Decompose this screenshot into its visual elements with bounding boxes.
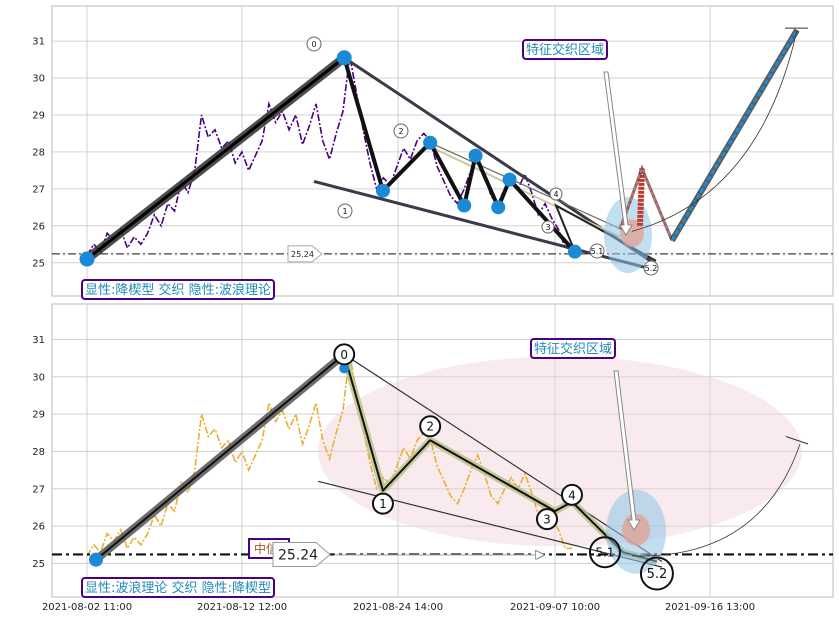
bottom-zone-label-box xyxy=(530,338,616,359)
top-hline-label: 25.24 xyxy=(291,250,314,259)
top-footer-label: 显性:降楔型 交织 隐性:波浪理论 xyxy=(85,282,271,298)
top-zigzag-node xyxy=(375,183,390,198)
top-y-tick-label: 25 xyxy=(32,258,45,269)
top-zigzag-node xyxy=(502,172,517,187)
bottom-wave-label: 0 xyxy=(340,348,348,362)
top-channel-shade xyxy=(429,145,621,238)
bottom-y-tick-label: 25 xyxy=(32,559,45,570)
bottom-start-node xyxy=(89,552,103,567)
bottom-y-tick-label: 28 xyxy=(32,447,45,458)
bottom-wave-label-circle xyxy=(419,415,442,438)
top-wave-label-circle xyxy=(337,203,353,219)
bottom-zone-ellipse-pink xyxy=(318,356,802,547)
bottom-y-tick-label: 30 xyxy=(32,372,45,383)
bottom-wave-label-circle xyxy=(371,492,394,515)
top-y-tick-label: 29 xyxy=(32,110,45,121)
bottom-wave-label: 5.2 xyxy=(647,567,668,582)
bottom-projection-arc xyxy=(631,443,801,557)
bottom-y-tick-label: 26 xyxy=(32,522,45,533)
bottom-wedge-lower-line xyxy=(317,480,663,568)
top-y-tick-label: 31 xyxy=(32,37,45,48)
bottom-wave-label-circle xyxy=(536,508,558,531)
top-zigzag-node xyxy=(79,251,95,267)
top-wave-label: 2 xyxy=(398,127,403,136)
bottom-panel: 25 26 27 28 29 30 31 0 1 2 3 4 5.1 5.2 中信 25.24 特征交织区域显性… xyxy=(32,303,834,613)
top-wave-label-circle xyxy=(306,36,322,52)
bottom-middle-label: 中信 xyxy=(254,541,278,556)
bottom-y-tick-label: 29 xyxy=(32,410,45,421)
top-zigzag-node xyxy=(457,198,472,213)
top-y-tick-label: 28 xyxy=(32,147,45,158)
top-wave-label-circle xyxy=(549,187,563,201)
top-wave-label: 5.2 xyxy=(645,264,658,273)
x-tick-label: 2021-08-24 14:00 xyxy=(353,602,443,613)
top-panel: 25 26 27 28 29 30 31 25.24 0 1 2 3 4 5.1 5.2 特征交织区域显性:降… xyxy=(32,5,834,300)
top-zone-label: 特征交织区域 xyxy=(526,42,604,58)
top-wave-label: 4 xyxy=(553,190,558,199)
bottom-impulse-leg-core xyxy=(95,353,345,561)
bottom-y-tick-label: 27 xyxy=(32,484,45,495)
bottom-wave-label-circle xyxy=(333,343,356,366)
top-projection-down xyxy=(637,168,645,226)
bottom-projection-cap xyxy=(785,436,809,445)
top-projection-arc xyxy=(631,29,798,232)
top-wave-label: 3 xyxy=(545,223,550,232)
bottom-zone-arrow xyxy=(613,370,641,531)
bottom-y-tick-label: 31 xyxy=(32,335,45,346)
top-y-tick-label: 26 xyxy=(32,221,45,232)
top-hline-value-box xyxy=(287,245,323,263)
top-impulse-leg-core xyxy=(86,56,346,261)
bottom-wave-label: 5.1 xyxy=(595,546,614,560)
bottom-wave-label: 2 xyxy=(426,420,434,434)
x-tick-label: 2021-09-07 10:00 xyxy=(510,602,600,613)
bottom-wave-label: 1 xyxy=(379,497,387,511)
top-wave-label-circle xyxy=(541,220,555,234)
x-tick-label: 2021-08-12 12:00 xyxy=(197,602,287,613)
x-tick-label: 2021-09-16 13:00 xyxy=(665,602,755,613)
bottom-hline-value-box xyxy=(272,541,331,567)
bottom-zone-label: 特征交织区域 xyxy=(534,341,612,357)
top-zigzag-node xyxy=(468,148,483,163)
bottom-footer-label: 显性:波浪理论 交织 隐性:降楔型 xyxy=(85,580,271,596)
bottom-wave-label: 3 xyxy=(543,513,551,527)
bottom-hline-label: 25.24 xyxy=(278,547,318,563)
top-wave-label-circle xyxy=(393,123,409,139)
bottom-wave-label-circle xyxy=(560,483,583,506)
top-zigzag-node xyxy=(491,200,506,215)
top-wave-label: 5.1 xyxy=(591,247,604,256)
top-zigzag-node-end xyxy=(569,246,581,258)
x-tick-label: 2021-08-02 11:00 xyxy=(42,602,132,613)
top-zone-label-box xyxy=(522,39,608,60)
top-y-tick-label: 27 xyxy=(32,184,45,195)
bottom-wave-label-circle xyxy=(639,556,674,591)
top-zigzag-node xyxy=(423,135,438,150)
top-y-tick-label: 30 xyxy=(32,74,45,85)
top-plot-area xyxy=(51,5,834,297)
top-footer-label-box xyxy=(81,279,275,300)
top-wave-label-circle xyxy=(589,243,605,259)
top-zigzag-node xyxy=(336,50,352,66)
top-projection-down-dash xyxy=(619,165,673,241)
top-wave-label: 1 xyxy=(342,207,347,216)
top-wave-label-circle xyxy=(643,260,659,276)
bottom-wave-label: 4 xyxy=(568,488,576,502)
top-projection-up xyxy=(670,29,799,242)
bottom-peak-node xyxy=(339,363,350,374)
bottom-footer-label-box xyxy=(81,577,275,598)
top-zone-arrow xyxy=(603,71,633,236)
top-channel-upper xyxy=(429,142,623,231)
bottom-wave-label-circle xyxy=(588,536,621,569)
top-wave-label: 0 xyxy=(311,40,316,49)
